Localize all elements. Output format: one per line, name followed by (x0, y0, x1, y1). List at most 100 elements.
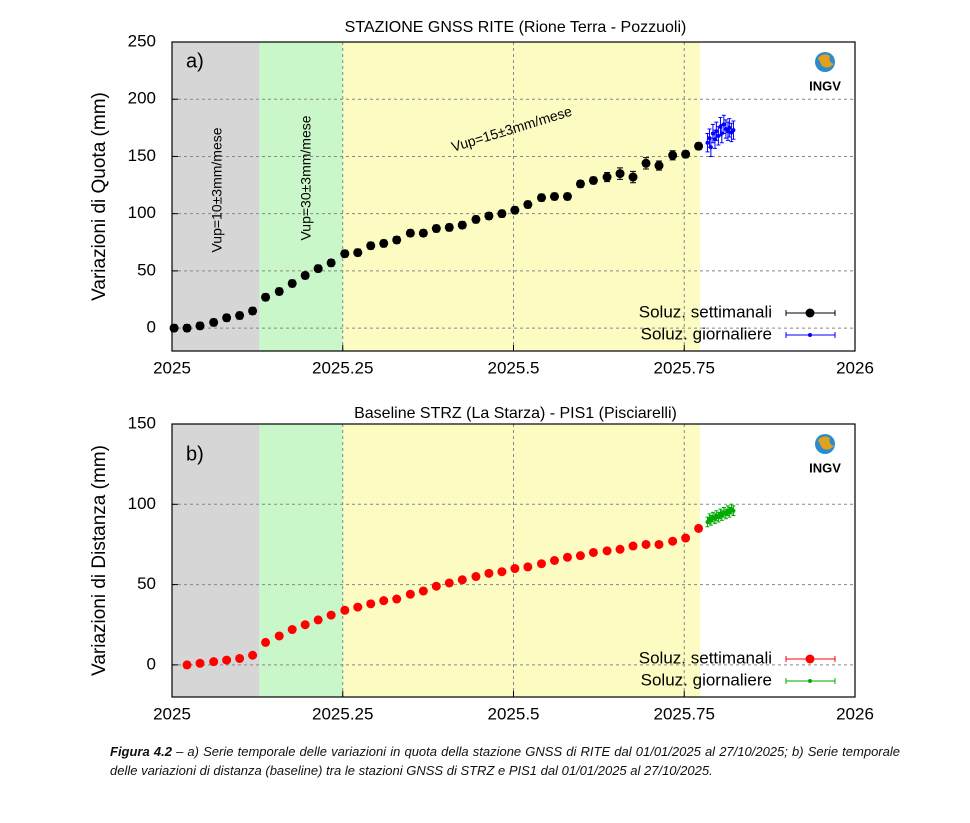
data-point (169, 323, 179, 333)
data-point (694, 141, 704, 151)
data-point (719, 513, 724, 518)
data-point (209, 317, 219, 327)
data-point (431, 581, 441, 591)
y-tick-label: 50 (137, 260, 156, 279)
data-point (444, 222, 454, 232)
data-point (392, 235, 402, 245)
data-point (510, 205, 520, 215)
caption-label: Figura 4.2 (110, 744, 172, 759)
data-point (248, 306, 258, 316)
data-point (457, 575, 467, 585)
data-point (714, 129, 719, 134)
data-point (537, 193, 547, 203)
chart-title: STAZIONE GNSS RITE (Rione Terra - Pozzuo… (345, 19, 687, 36)
data-point (668, 150, 678, 160)
data-point (641, 539, 651, 549)
data-point (628, 541, 638, 551)
data-point (261, 292, 271, 302)
data-point (615, 544, 625, 554)
legend-label: Soluz. giornaliere (641, 324, 772, 343)
y-tick-label: 0 (147, 318, 156, 337)
data-point (261, 637, 271, 647)
legend-label: Soluz. settimanali (639, 302, 772, 321)
legend-marker (808, 333, 812, 337)
data-point (484, 211, 494, 221)
legend-label: Soluz. giornaliere (641, 670, 772, 689)
data-point (708, 145, 713, 150)
data-point (615, 169, 625, 179)
data-point (340, 605, 350, 615)
data-point (731, 508, 736, 513)
figure: 2025 2025.25 2025.5 2025.75 2026 0 50 100 150 200… (89, 19, 874, 723)
y-tick-label: 0 (147, 654, 156, 673)
data-point (287, 625, 297, 635)
data-point (694, 523, 704, 533)
data-point (353, 602, 363, 612)
plot-frame (171, 423, 856, 698)
y-tick-label: 150 (128, 146, 156, 165)
data-point (326, 610, 336, 620)
data-point (484, 568, 494, 578)
data-point (549, 192, 559, 201)
data-point (510, 564, 520, 574)
data-point (405, 228, 415, 238)
data-point (727, 510, 732, 515)
x-tick-label: 2025.75 (654, 358, 715, 377)
logo-text: INGV (809, 460, 841, 475)
data-point (444, 578, 454, 588)
x-tick-label: 2025 (153, 358, 191, 377)
data-point (731, 128, 736, 133)
logo-land (818, 436, 834, 450)
data-point (575, 179, 585, 189)
data-point (235, 653, 245, 663)
data-point (340, 249, 350, 259)
y-tick-label: 150 (128, 413, 156, 432)
data-point (418, 228, 428, 238)
y-tick-label: 100 (128, 203, 156, 222)
data-point (222, 655, 232, 665)
y-tick-label: 200 (128, 89, 156, 108)
data-point (562, 192, 572, 201)
data-point (668, 536, 678, 546)
x-tick-label: 2025.25 (312, 704, 373, 723)
plot-frame (171, 41, 856, 352)
logo-text: INGV (809, 78, 841, 93)
data-point (366, 599, 376, 609)
data-point (705, 519, 710, 524)
data-point (654, 539, 664, 549)
x-tick-label: 2026 (836, 358, 874, 377)
legend-marker (805, 654, 815, 664)
legend-marker (808, 679, 812, 683)
data-point (195, 658, 205, 668)
data-point (326, 258, 336, 268)
data-point (471, 214, 481, 224)
data-point (721, 122, 726, 127)
region (259, 424, 343, 697)
caption-text: – a) Serie temporale delle variazioni in… (110, 744, 900, 778)
data-point (222, 313, 232, 323)
x-tick-label: 2026 (836, 704, 874, 723)
data-point (313, 615, 323, 625)
data-point (379, 238, 389, 248)
region (342, 42, 700, 351)
data-point (418, 586, 428, 596)
legend-marker (805, 308, 815, 318)
data-point (641, 158, 651, 168)
x-tick-label: 2025.5 (488, 704, 540, 723)
caption: Figura 4.2 – a) Serie temporale delle va… (110, 742, 900, 780)
data-point (248, 650, 258, 660)
data-point (471, 572, 481, 582)
x-tick-label: 2025.5 (488, 358, 540, 377)
y-axis-label: Variazioni di Distanza (mm) (89, 445, 110, 676)
x-tick-label: 2025.75 (654, 704, 715, 723)
data-point (379, 596, 389, 606)
data-point (182, 323, 192, 333)
data-point (602, 172, 612, 182)
data-point (523, 200, 533, 210)
data-point (274, 631, 284, 641)
data-point (716, 133, 721, 138)
data-point (392, 594, 402, 604)
data-point (681, 533, 691, 543)
data-point (300, 270, 310, 280)
region (259, 42, 343, 351)
